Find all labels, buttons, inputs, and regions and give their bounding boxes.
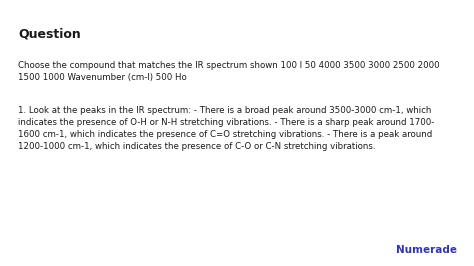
Text: Question: Question xyxy=(18,28,81,41)
Text: 1. Look at the peaks in the IR spectrum: - There is a broad peak around 3500-300: 1. Look at the peaks in the IR spectrum:… xyxy=(18,106,434,151)
Text: Choose the compound that matches the IR spectrum shown 100 l 50 4000 3500 3000 2: Choose the compound that matches the IR … xyxy=(18,61,440,82)
Text: Numerade: Numerade xyxy=(396,245,457,255)
